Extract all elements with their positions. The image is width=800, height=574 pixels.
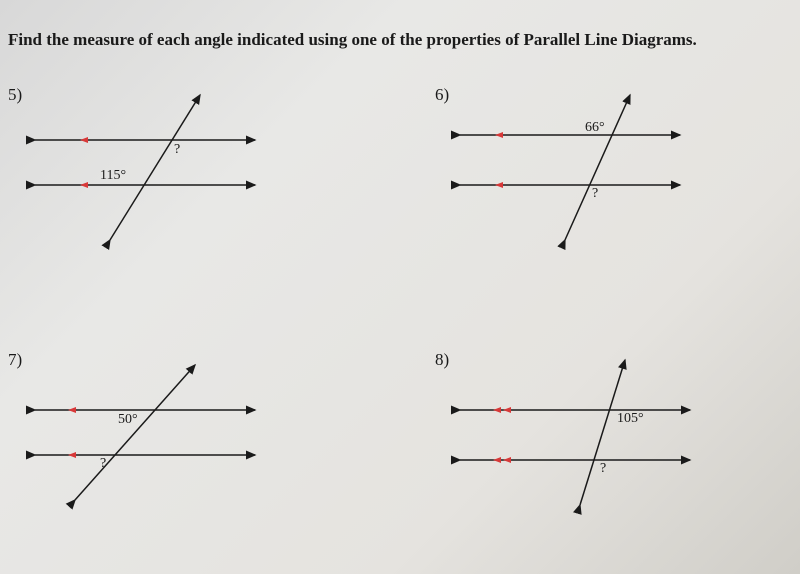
worksheet-title: Find the measure of each angle indicated…	[8, 30, 697, 50]
diagram-5: ? 115°	[20, 90, 270, 255]
angle-6-given: 66°	[585, 120, 605, 136]
angle-7-unknown: ?	[100, 456, 106, 472]
diagram-6: 66° ?	[445, 90, 695, 255]
angle-5-unknown: ?	[174, 142, 180, 158]
diagram-8: 105° ?	[445, 355, 705, 520]
diagram-7: 50° ?	[20, 360, 270, 515]
angle-6-unknown: ?	[592, 186, 598, 202]
angle-5-given: 115°	[100, 168, 126, 184]
angle-8-unknown: ?	[600, 461, 606, 477]
angle-7-given: 50°	[118, 412, 138, 428]
angle-8-given: 105°	[617, 411, 644, 427]
